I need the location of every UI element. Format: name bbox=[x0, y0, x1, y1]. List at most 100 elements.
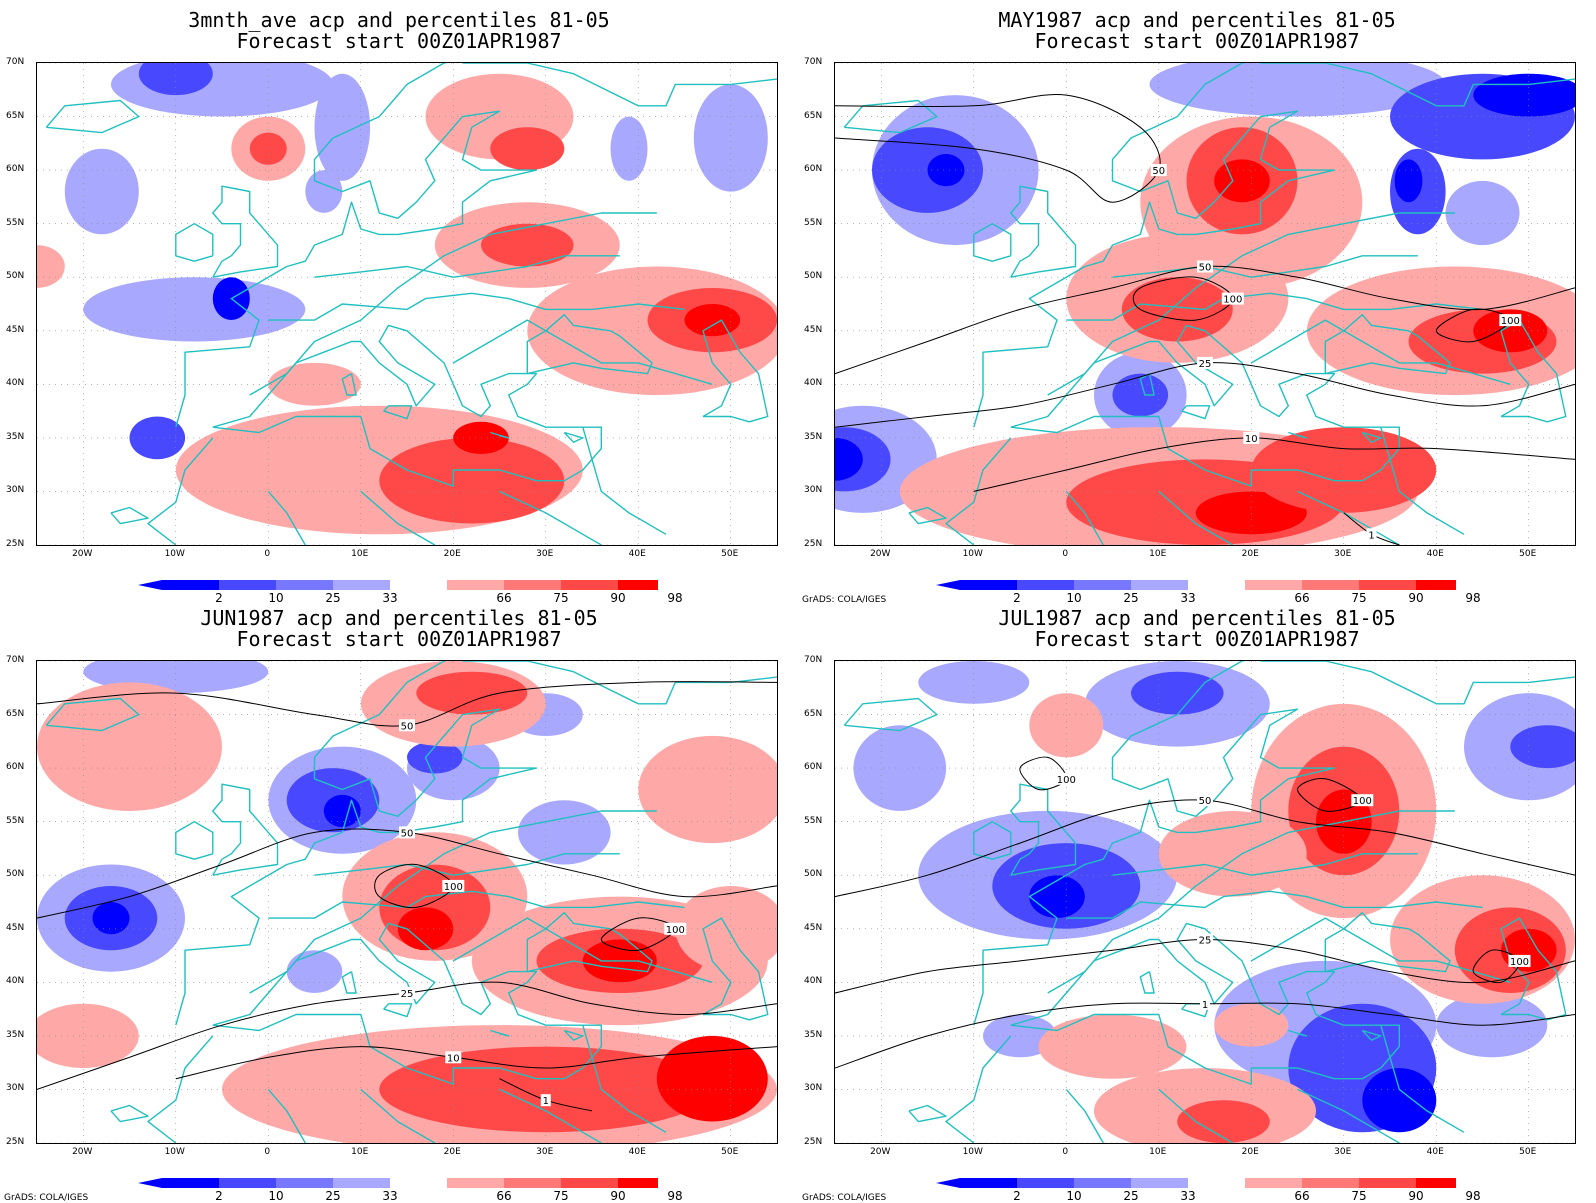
colorbar-segment-hi1 bbox=[504, 1178, 561, 1188]
lon-tick-label: 40E bbox=[1426, 549, 1444, 559]
coastline-7 bbox=[582, 427, 667, 535]
colorbar-segment-lo1 bbox=[1074, 580, 1131, 590]
lat-tick-label: 70N bbox=[6, 57, 25, 67]
colorbar-label: 25 bbox=[325, 591, 341, 605]
colorbar bbox=[936, 580, 1456, 590]
dry-anomaly-region-2 bbox=[927, 154, 965, 187]
dry-anomaly-region-2 bbox=[92, 902, 130, 935]
lat-tick-label: 55N bbox=[6, 815, 25, 826]
coastline-13 bbox=[1288, 1029, 1308, 1037]
coastline-15 bbox=[1066, 890, 1483, 919]
lat-tick-label: 60N bbox=[804, 762, 823, 773]
coastline-0 bbox=[175, 661, 538, 1026]
dry-anomaly-region-9 bbox=[518, 800, 611, 865]
coastline-18 bbox=[452, 319, 713, 385]
lat-tick-label: 35N bbox=[6, 1029, 25, 1040]
wet-anomaly-region-21 bbox=[1473, 309, 1548, 353]
coastline-5 bbox=[1324, 911, 1451, 973]
lon-tick-label: 50E bbox=[1519, 549, 1537, 559]
coastline-21 bbox=[267, 1088, 306, 1143]
lat-tick-label: 30N bbox=[804, 1083, 823, 1094]
lon-tick-label: 40E bbox=[1426, 1147, 1444, 1157]
colorbar-segment-lo3 bbox=[138, 580, 219, 590]
colorbar-label: 90 bbox=[1408, 1189, 1424, 1203]
contour-label: 50 bbox=[1199, 263, 1212, 274]
coastline-8 bbox=[110, 506, 149, 525]
lon-tick-label: 50E bbox=[721, 549, 739, 559]
colorbar-label: 2 bbox=[215, 1189, 223, 1203]
coastline-21 bbox=[267, 490, 306, 545]
coastline-13 bbox=[490, 431, 510, 439]
lon-tick-label: 10E bbox=[1149, 549, 1167, 559]
dry-anomaly-region-8 bbox=[1510, 725, 1575, 769]
coastline-1 bbox=[1010, 783, 1077, 876]
colorbar-segment-hi0 bbox=[447, 580, 504, 590]
lat-tick-label: 40N bbox=[804, 378, 823, 389]
colorbar-segment-lo3 bbox=[936, 1178, 1017, 1188]
lat-tick-label: 35N bbox=[804, 431, 823, 442]
lat-tick-label: 30N bbox=[804, 485, 823, 496]
dry-anomaly-region-5 bbox=[323, 794, 361, 828]
colorbar-label: 2 bbox=[215, 591, 223, 605]
lat-tick-label: 70N bbox=[804, 655, 823, 665]
lon-tick-label: 20E bbox=[443, 1147, 461, 1157]
coastline-19 bbox=[499, 490, 602, 545]
lon-tick-label: 30E bbox=[536, 549, 554, 559]
lat-tick-label: 45N bbox=[804, 324, 823, 335]
contour-line-100 bbox=[374, 863, 454, 909]
coastline-11 bbox=[1139, 372, 1155, 396]
colorbar-label: 66 bbox=[1294, 591, 1310, 605]
colorbar-label: 33 bbox=[382, 1189, 398, 1203]
wet-anomaly-region-18 bbox=[684, 304, 741, 337]
contour-label-bg bbox=[1150, 164, 1167, 177]
coastline-1 bbox=[212, 185, 279, 278]
colorbar-segment-lo2 bbox=[219, 580, 276, 590]
colorbar-segment-white bbox=[1188, 580, 1245, 590]
contour-label: 100 bbox=[444, 882, 463, 893]
wet-anomaly-region-16 bbox=[1214, 159, 1270, 203]
contour-label: 100 bbox=[1223, 295, 1242, 306]
coastline-17 bbox=[1047, 212, 1455, 396]
colorbar-label: 75 bbox=[553, 591, 569, 605]
colorbar-label: 33 bbox=[382, 591, 398, 605]
colorbar-label: 2 bbox=[1013, 591, 1021, 605]
map-panel-3: JUN1987 acp and percentiles 81-05 Forecas… bbox=[0, 598, 798, 1203]
coastline-15 bbox=[1066, 292, 1483, 321]
wet-anomaly-region-13 bbox=[638, 735, 777, 844]
map-panel-2: MAY1987 acp and percentiles 81-05 Forecas… bbox=[798, 0, 1596, 605]
contour-label-bg bbox=[1197, 356, 1213, 369]
coastline-13 bbox=[1288, 431, 1308, 439]
coastline-15 bbox=[268, 292, 685, 321]
percentile-map: 50 50 25 10 100 100 1 bbox=[835, 63, 1575, 545]
lon-tick-label: 10W bbox=[962, 549, 983, 559]
coastline-3 bbox=[843, 99, 938, 134]
coastline-20 bbox=[1158, 490, 1234, 545]
lat-tick-label: 50N bbox=[804, 271, 823, 282]
dry-anomaly-region-3 bbox=[1149, 63, 1446, 117]
coastline-8 bbox=[908, 1104, 947, 1123]
percentile-map bbox=[37, 63, 777, 545]
coastline-19 bbox=[1297, 1088, 1400, 1143]
coastline-18 bbox=[452, 917, 713, 983]
dry-anomaly-region-7 bbox=[407, 741, 463, 774]
grads-credit: GrADS: COLA/IGES bbox=[802, 595, 887, 605]
coastline-15 bbox=[268, 890, 685, 919]
lat-tick-label: 65N bbox=[6, 708, 25, 719]
wet-anomaly-region-15 bbox=[416, 671, 528, 715]
colorbar-segment-hi3 bbox=[1416, 1178, 1456, 1188]
lat-tick-label: 40N bbox=[804, 976, 823, 987]
lon-tick-label: 30E bbox=[1334, 1147, 1352, 1157]
contour-label-bg bbox=[1508, 954, 1531, 967]
wet-anomaly-region-25 bbox=[37, 1003, 139, 1068]
contour-label-bg bbox=[664, 922, 687, 935]
percentile-map: 50 25 1 100 100 100 bbox=[835, 661, 1575, 1143]
colorbar-segment-hi3 bbox=[1416, 580, 1456, 590]
colorbar-segment-white bbox=[1188, 1178, 1245, 1188]
lon-tick-label: 40E bbox=[628, 549, 646, 559]
wet-anomaly-region-23 bbox=[268, 362, 361, 406]
lat-tick-label: 50N bbox=[804, 869, 823, 880]
contour-label-bg bbox=[399, 987, 415, 999]
coastline-5 bbox=[526, 911, 653, 973]
percentile-map: 50 50 25 10 100 100 1 bbox=[37, 661, 777, 1143]
coastline-13 bbox=[490, 1029, 510, 1037]
